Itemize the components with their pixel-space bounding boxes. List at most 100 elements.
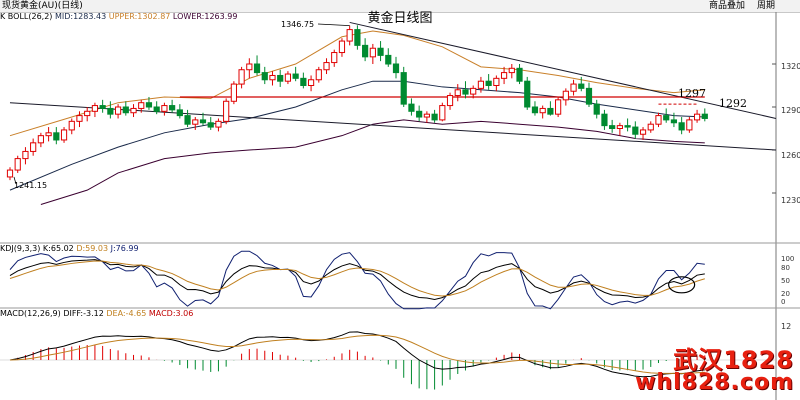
kdj-d-label: D:59.03 [76, 244, 109, 253]
macd-panel [0, 331, 776, 390]
candle-body [145, 102, 153, 108]
candle-body [253, 63, 261, 74]
annotation-low-leader [13, 176, 17, 185]
candle-body [99, 105, 106, 109]
candle-body [477, 80, 485, 89]
annotation-1292: 1292 [719, 97, 747, 110]
kdj-j-line [9, 250, 705, 310]
candle-body [192, 119, 199, 125]
candle-body [416, 110, 423, 118]
price-grid [772, 63, 776, 194]
y-tick-1290: 1290 [781, 106, 800, 115]
trendline [9, 102, 777, 151]
candle-body [516, 67, 523, 82]
kdj-header: KDJ(9,3,3) K:65.02 D:59.03 J:76.99 [0, 244, 139, 254]
main-indicator-label: K [0, 12, 6, 21]
kdj-panel [9, 250, 705, 310]
candle-body [670, 119, 678, 124]
annotation-low: 1241.15 [14, 181, 47, 190]
boll-lower-line [40, 119, 705, 205]
candle-body [315, 69, 322, 81]
candle-body [500, 72, 508, 79]
candle-body [230, 83, 237, 102]
overlay-button[interactable]: 商品叠加 [709, 1, 746, 11]
candle-body [292, 73, 299, 79]
candle-body [246, 63, 253, 71]
candle-body [300, 77, 307, 87]
candle-body [277, 74, 284, 82]
candle-body [238, 69, 245, 85]
macd-dea-label: DEA:-4.65 [106, 309, 147, 318]
kdj-tick-50: 50 [781, 277, 790, 285]
kdj-d-line [9, 260, 705, 297]
candle-body [678, 122, 685, 131]
candle-body [392, 63, 400, 74]
watermark-line2: whl828.com [635, 370, 794, 395]
candle-body [107, 107, 114, 115]
candle-body [369, 47, 376, 58]
candle-body [91, 105, 99, 112]
candle-body [6, 169, 14, 178]
candle-body [508, 67, 515, 74]
kdj-k-label: K:65.02 [42, 244, 74, 253]
candle-body [362, 44, 369, 58]
kdj-tick-100: 100 [781, 255, 794, 263]
candle-body [377, 47, 384, 56]
kdj-tick-20: 20 [781, 290, 790, 298]
candle-body [663, 115, 670, 121]
window-title: 现货黄金(AU)(日线) [2, 1, 83, 11]
candle-body [169, 105, 176, 111]
main-header: K BOLL(26,2) MID:1283.43 UPPER:1302.87 L… [0, 12, 237, 22]
macd-macd-label: MACD:3.06 [148, 309, 194, 318]
candle-body [531, 106, 539, 114]
candle-body [639, 129, 647, 135]
candle-body [122, 106, 129, 114]
candle-body [53, 132, 60, 141]
annotation-1297: 1297 [678, 87, 706, 100]
candle-body [184, 115, 191, 125]
candle-body [354, 29, 361, 46]
candle-body [176, 109, 183, 117]
period-button[interactable]: 周期 [757, 1, 776, 11]
candle-body [578, 83, 585, 89]
annotation-high-leader [317, 23, 350, 27]
boll-lower-label: LOWER:1263.99 [172, 12, 238, 21]
candle-body [454, 89, 461, 97]
candle-body [593, 103, 600, 115]
candle-body [22, 150, 29, 160]
y-tick-1230: 1230 [781, 196, 800, 205]
bollinger-bands [9, 30, 705, 205]
trendlines [9, 21, 777, 151]
candlesticks [6, 25, 708, 181]
kdj-k-line [9, 259, 705, 300]
candle-body [223, 100, 230, 122]
candle-body [408, 103, 415, 112]
watermark-line1: 武汉1828 [673, 346, 794, 374]
candle-body [693, 113, 701, 121]
candle-body [269, 74, 276, 81]
candle-body [701, 113, 708, 119]
candle-body [14, 158, 21, 171]
chart-annotations [13, 23, 350, 185]
kdj-tick-80: 80 [781, 264, 790, 272]
candle-body [632, 126, 639, 135]
candle-body [346, 29, 353, 42]
candle-body [261, 72, 268, 81]
candle-body [114, 106, 122, 115]
boll-mid-line [9, 80, 705, 191]
kdj-tick-0: 0 [781, 298, 785, 306]
candle-body [624, 125, 631, 128]
candle-body [647, 123, 654, 131]
candle-body [547, 107, 554, 115]
candle-body [524, 80, 531, 108]
candle-body [439, 105, 446, 121]
kdj-highlight-circle [668, 276, 696, 294]
macd-header: MACD(12,26,9) DIFF:-3.12 DEA:-4.65 MACD:… [0, 309, 193, 319]
chart-frame [0, 12, 800, 400]
candle-body [555, 99, 562, 115]
candle-body [686, 119, 693, 131]
candle-body [485, 80, 492, 86]
macd-dea-line [9, 334, 705, 374]
candle-body [37, 135, 44, 144]
